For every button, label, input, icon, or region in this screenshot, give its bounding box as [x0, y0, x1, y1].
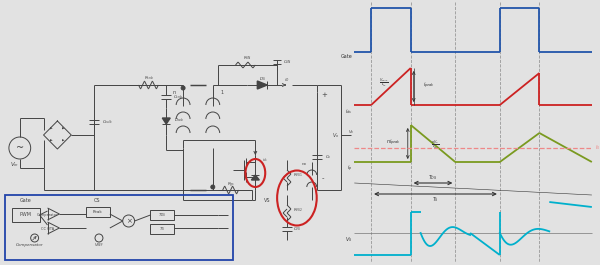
Text: Gate: Gate: [20, 197, 32, 202]
Text: $T_S$: $T_S$: [432, 196, 439, 205]
Text: $i_O$: $i_O$: [284, 76, 290, 84]
Text: $\frac{V_{bulk}}{L_m}$: $\frac{V_{bulk}}{L_m}$: [379, 77, 389, 89]
Text: ▶: ▶: [62, 139, 65, 143]
Circle shape: [181, 86, 185, 90]
Text: CC OTA: CC OTA: [41, 227, 54, 231]
Text: $V_S$: $V_S$: [345, 235, 352, 244]
Text: $V_o$: $V_o$: [332, 131, 339, 140]
Text: n: n: [172, 90, 175, 95]
Text: $T_{DS}$: $T_{DS}$: [158, 211, 167, 219]
Text: ▶: ▶: [50, 127, 53, 131]
Text: ×: ×: [126, 218, 131, 224]
Text: $V_{REF}$: $V_{REF}$: [94, 241, 104, 249]
Bar: [86, 207, 110, 217]
Text: $C_{bulk}$: $C_{bulk}$: [102, 118, 113, 126]
Text: 1: 1: [221, 90, 224, 95]
Polygon shape: [257, 81, 267, 89]
Polygon shape: [163, 118, 170, 124]
Text: VS: VS: [264, 197, 271, 202]
Text: Peak: Peak: [93, 210, 103, 214]
Text: $C_{SN}$: $C_{SN}$: [283, 58, 292, 66]
Text: $ni_{peak}$: $ni_{peak}$: [386, 138, 401, 148]
Text: ▶: ▶: [50, 139, 53, 143]
Bar: [352, 0, 594, 265]
Bar: [5, 195, 233, 260]
Text: $T_{DS}$: $T_{DS}$: [428, 174, 437, 182]
Text: $V_o$: $V_o$: [349, 128, 355, 136]
Text: Gate: Gate: [341, 54, 352, 59]
Text: $I_0$: $I_0$: [595, 144, 600, 152]
Bar: [12, 208, 40, 222]
Text: $C_{VS}$: $C_{VS}$: [293, 225, 302, 233]
Text: $\frac{nV_o}{L_m}$: $\frac{nV_o}{L_m}$: [431, 139, 440, 151]
Polygon shape: [251, 175, 259, 180]
Circle shape: [211, 185, 215, 189]
Text: PWM: PWM: [20, 213, 32, 218]
Text: $V_{in}$: $V_{in}$: [10, 161, 19, 169]
Text: $D_S$: $D_S$: [259, 75, 266, 83]
Text: $C_o$: $C_o$: [325, 153, 331, 161]
Text: $n_a$: $n_a$: [301, 162, 307, 168]
Text: Compensator: Compensator: [16, 243, 44, 247]
Text: $R_{SN}$: $R_{SN}$: [243, 54, 252, 62]
Text: ▶: ▶: [62, 127, 65, 131]
Text: $R_{snb}$: $R_{snb}$: [143, 74, 154, 82]
Text: $T_S$: $T_S$: [159, 225, 166, 233]
Text: Comparator: Comparator: [37, 213, 58, 217]
Bar: [0, 0, 352, 265]
Text: $C_{snb}$: $C_{snb}$: [173, 93, 183, 101]
Text: +: +: [322, 92, 328, 98]
Text: $R_{gs}$: $R_{gs}$: [227, 180, 235, 189]
Text: $R_{VS2}$: $R_{VS2}$: [293, 206, 303, 214]
Bar: [151, 210, 174, 220]
Text: $i_{ds}$: $i_{ds}$: [345, 107, 352, 116]
Text: CS: CS: [94, 197, 101, 202]
Text: $i_p$: $i_p$: [347, 164, 352, 174]
Text: $i_{peak}$: $i_{peak}$: [422, 81, 434, 91]
Text: $i_{ds}$: $i_{ds}$: [262, 156, 269, 164]
Bar: [151, 224, 174, 234]
Text: $R_{VS1}$: $R_{VS1}$: [293, 171, 303, 179]
Text: -: -: [322, 175, 324, 181]
Text: $D_{snb}$: $D_{snb}$: [174, 116, 184, 124]
Text: ~: ~: [16, 143, 24, 153]
